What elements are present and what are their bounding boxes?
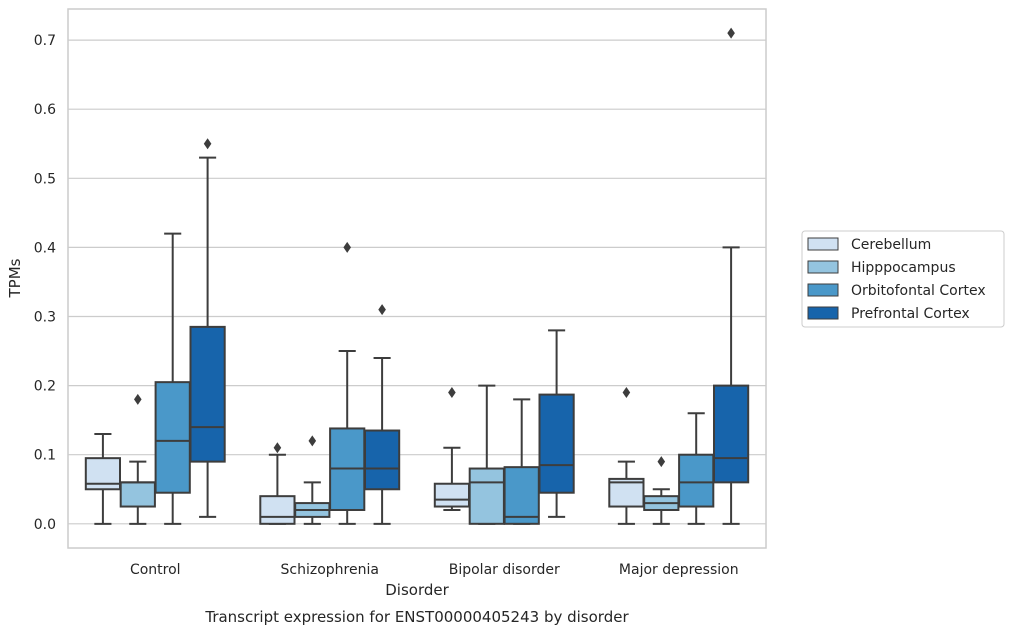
iqr-box: [119, 481, 156, 508]
box-prefrontal-cortex: [189, 138, 226, 518]
x-tick-label: Major depression: [619, 562, 739, 578]
outlier-marker: [134, 393, 142, 405]
box-cerebellum: [84, 432, 122, 525]
outlier-marker: [622, 387, 631, 399]
legend-label: Hipppocampus: [851, 260, 956, 276]
y-tick-label: 0.1: [34, 448, 56, 464]
iqr-box: [363, 429, 401, 491]
legend-swatch: [807, 237, 839, 251]
legend-swatch: [807, 306, 839, 320]
y-tick-label: 0.7: [34, 33, 56, 49]
legend-swatch: [807, 283, 839, 297]
iqr-box: [154, 381, 191, 494]
box-cerebellum: [433, 387, 471, 511]
x-tick-labels: Control Schizophrenia Bipolar disorder Majo…: [130, 562, 739, 578]
iqr-box: [678, 453, 715, 508]
iqr-box: [538, 393, 575, 494]
y-tick-labels: 0.0 0.1 0.2 0.3 0.4 0.5 0.6 0.7: [34, 33, 56, 533]
x-axis-label: Disorder: [385, 581, 449, 599]
iqr-box: [608, 477, 645, 508]
legend-label: Cerebellum: [851, 237, 931, 253]
legend-label: Orbitofontal Cortex: [851, 283, 986, 299]
iqr-box: [468, 467, 505, 525]
iqr-box: [503, 466, 540, 525]
box-orbitofontal-cortex: [678, 412, 715, 525]
legend-label: Prefrontal Cortex: [851, 306, 970, 322]
x-tick-label: Control: [130, 562, 181, 578]
x-tick-label: Bipolar disorder: [449, 562, 560, 578]
box-hipppocampus: [294, 435, 331, 525]
outlier-marker: [378, 304, 386, 316]
box-orbitofontal-cortex: [329, 241, 366, 525]
box-cerebellum: [259, 442, 296, 525]
plot-frame: [67, 8, 767, 549]
box-orbitofontal-cortex: [154, 232, 191, 525]
outlier-marker: [343, 241, 351, 253]
y-tick-label: 0.2: [34, 379, 56, 395]
outlier-marker: [448, 387, 456, 399]
chart-caption: Transcript expression for ENST0000040524…: [204, 608, 629, 626]
outlier-marker: [273, 442, 282, 454]
boxes: [84, 27, 750, 525]
iqr-box: [433, 482, 471, 508]
box-hipppocampus: [119, 393, 156, 525]
outlier-marker: [308, 435, 317, 447]
box-hipppocampus: [468, 384, 505, 525]
legend-frame: [801, 230, 1005, 328]
legend: Cerebellum Hipppocampus Orbitofontal Corte…: [801, 230, 1005, 328]
box-prefrontal-cortex: [712, 27, 750, 525]
box-orbitofontal-cortex: [503, 398, 540, 525]
iqr-box: [189, 325, 226, 463]
y-tick-label: 0.0: [34, 517, 56, 533]
y-tick-label: 0.3: [34, 310, 56, 326]
outlier-marker: [203, 138, 212, 150]
iqr-box: [712, 384, 750, 484]
legend-swatch: [807, 260, 839, 274]
box-prefrontal-cortex: [538, 329, 575, 518]
y-tick-label: 0.4: [34, 240, 56, 256]
y-tick-label: 0.6: [34, 102, 56, 118]
box-prefrontal-cortex: [363, 304, 401, 525]
y-tick-label: 0.5: [34, 171, 56, 187]
outlier-marker: [657, 456, 666, 468]
box-cerebellum: [608, 387, 645, 525]
iqr-box: [259, 495, 296, 525]
outlier-marker: [727, 27, 735, 39]
box-hipppocampus: [643, 456, 680, 525]
x-tick-label: Schizophrenia: [281, 562, 379, 578]
y-axis-label: TPMs: [6, 258, 24, 298]
